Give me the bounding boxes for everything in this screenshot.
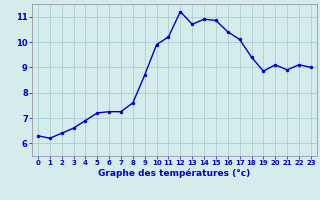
X-axis label: Graphe des températures (°c): Graphe des températures (°c): [98, 169, 251, 178]
